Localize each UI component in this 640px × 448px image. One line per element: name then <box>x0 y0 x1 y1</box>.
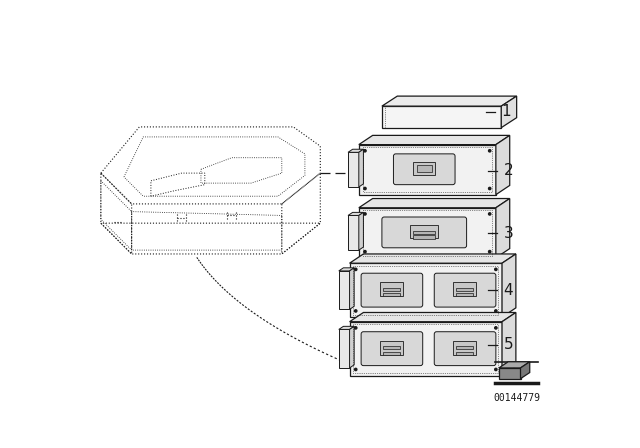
Bar <box>499 368 520 379</box>
Bar <box>349 263 502 317</box>
Polygon shape <box>348 149 364 152</box>
Bar <box>413 236 435 238</box>
Bar <box>413 231 435 234</box>
Bar <box>383 288 399 291</box>
Bar <box>339 329 349 368</box>
Text: 3: 3 <box>504 226 513 241</box>
Polygon shape <box>501 96 516 128</box>
Bar <box>383 346 399 349</box>
FancyBboxPatch shape <box>435 332 496 366</box>
Bar <box>349 322 502 375</box>
Circle shape <box>495 368 497 370</box>
Bar <box>383 352 399 355</box>
Circle shape <box>364 150 366 152</box>
Text: 00144779: 00144779 <box>493 392 540 403</box>
Bar <box>452 282 476 296</box>
Bar <box>413 162 435 176</box>
Bar <box>456 352 473 355</box>
FancyBboxPatch shape <box>382 217 467 248</box>
Text: 1: 1 <box>501 104 511 119</box>
Circle shape <box>355 268 357 271</box>
Bar <box>417 165 432 172</box>
Circle shape <box>488 250 491 253</box>
Polygon shape <box>349 254 516 263</box>
Bar <box>456 293 473 296</box>
Polygon shape <box>496 198 509 258</box>
Circle shape <box>488 150 491 152</box>
Circle shape <box>495 310 497 312</box>
Circle shape <box>488 213 491 215</box>
Circle shape <box>364 250 366 253</box>
Bar <box>348 215 359 250</box>
Polygon shape <box>359 198 509 208</box>
Polygon shape <box>348 212 364 215</box>
Bar <box>410 225 438 238</box>
Polygon shape <box>349 268 354 310</box>
Bar <box>339 271 349 310</box>
Bar <box>359 145 496 195</box>
Polygon shape <box>349 326 354 368</box>
Polygon shape <box>339 326 354 329</box>
Polygon shape <box>502 313 516 375</box>
Bar <box>456 288 473 291</box>
Circle shape <box>495 268 497 271</box>
Text: 5: 5 <box>504 337 513 352</box>
Circle shape <box>364 187 366 190</box>
FancyBboxPatch shape <box>435 273 496 307</box>
Circle shape <box>364 213 366 215</box>
Circle shape <box>355 327 357 329</box>
FancyBboxPatch shape <box>361 332 422 366</box>
Text: 2: 2 <box>504 164 513 178</box>
Bar <box>348 152 359 187</box>
FancyBboxPatch shape <box>394 154 455 185</box>
Polygon shape <box>499 362 530 368</box>
Text: 4: 4 <box>504 283 513 297</box>
Polygon shape <box>359 149 364 187</box>
Polygon shape <box>359 135 509 145</box>
Bar <box>359 208 496 258</box>
Polygon shape <box>496 135 509 195</box>
FancyBboxPatch shape <box>361 273 422 307</box>
Bar <box>380 282 403 296</box>
Circle shape <box>495 327 497 329</box>
Bar <box>380 341 403 355</box>
Bar <box>383 293 399 296</box>
Bar <box>452 341 476 355</box>
Polygon shape <box>349 313 516 322</box>
Circle shape <box>488 187 491 190</box>
Polygon shape <box>520 362 530 379</box>
Bar <box>456 346 473 349</box>
Circle shape <box>355 310 357 312</box>
Bar <box>382 106 501 128</box>
Circle shape <box>355 368 357 370</box>
Polygon shape <box>382 96 516 106</box>
Polygon shape <box>359 212 364 250</box>
Polygon shape <box>502 254 516 317</box>
Polygon shape <box>339 268 354 271</box>
